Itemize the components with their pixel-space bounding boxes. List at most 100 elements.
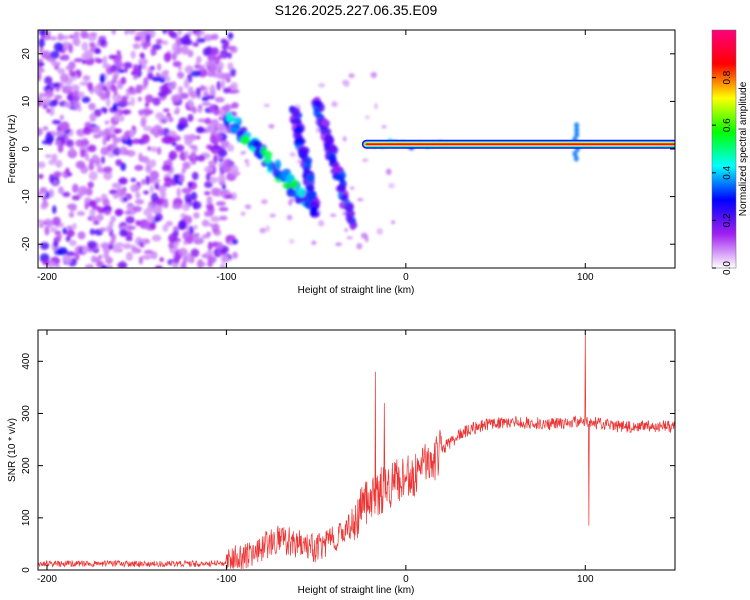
snr-x-axis-label: Height of straight line (km) [298, 585, 415, 596]
heatmap-cell [345, 214, 353, 222]
heatmap-cell [75, 160, 86, 169]
heatmap-cell [41, 140, 50, 145]
heatmap-cell [50, 61, 61, 67]
heatmap-cell [98, 130, 108, 137]
heatmap-cell [195, 126, 205, 134]
heatmap-cell [574, 122, 580, 129]
heatmap-cell [150, 192, 159, 203]
heatmap-cell [114, 116, 120, 121]
heatmap-cell [42, 195, 47, 201]
heatmap-cell [112, 248, 121, 253]
heatmap-cell [54, 94, 63, 100]
heatmap-cell [105, 97, 111, 108]
heatmap-cell [222, 87, 232, 94]
heatmap-cell [152, 43, 162, 50]
heatmap-cell [111, 30, 116, 35]
heatmap-cell [206, 71, 217, 77]
heatmap-cell [89, 228, 96, 236]
heatmap-cell [141, 133, 150, 144]
heatmap-cell [88, 158, 95, 165]
heatmap-cell [96, 111, 101, 117]
heatmap-cell [57, 33, 64, 40]
heatmap-cell [289, 152, 296, 157]
heatmap-cell [62, 191, 71, 198]
heatmap-cell [57, 143, 64, 153]
snr-line [38, 332, 675, 570]
heatmap-cell [181, 167, 187, 174]
heatmap-cell [216, 241, 224, 251]
heatmap-cell [227, 32, 234, 40]
heatmap-cell [39, 30, 47, 37]
heatmap-cell [45, 191, 50, 199]
heatmap-cell [204, 117, 212, 125]
heatmap-cell [261, 199, 268, 205]
heatmap-cell [100, 156, 106, 165]
heatmap-cell [183, 33, 191, 43]
colorbar-tick-label: 0.4 [722, 165, 733, 179]
heatmap-cell [214, 133, 223, 143]
heatmap-cell [155, 112, 164, 120]
heatmap-cell [71, 84, 80, 92]
heatmap-cell [121, 95, 128, 105]
heatmap-cell [163, 176, 172, 182]
heatmap-cell [216, 80, 221, 91]
heatmap-cell [98, 35, 107, 40]
heatmap-cell [165, 76, 171, 82]
heatmap-cell [191, 171, 199, 181]
heatmap-cell [112, 147, 122, 156]
heatmap-cell [573, 155, 579, 162]
heatmap-cell [168, 233, 178, 244]
heatmap-cell [210, 47, 219, 56]
heatmap-cell [141, 178, 146, 186]
heatmap-cell [172, 225, 181, 232]
heatmap-cell [68, 68, 74, 77]
heatmap-cell [365, 115, 370, 120]
colorbar-label: Normalized spectral amplitude [738, 81, 749, 216]
heatmap-cell [65, 251, 76, 257]
heatmap-cell [219, 215, 228, 221]
heatmap-cell [66, 85, 73, 90]
heatmap-cell [328, 145, 339, 155]
heatmap-cell [38, 127, 43, 137]
heatmap-cell [175, 93, 181, 102]
heatmap-cell [187, 181, 193, 188]
heatmap-cell [150, 46, 155, 57]
heatmap-cell [52, 205, 57, 214]
heatmap-cell [53, 171, 63, 178]
heatmap-cell [307, 192, 316, 201]
heatmap-cell [318, 219, 325, 227]
heatmap-cell [244, 204, 252, 210]
heatmap-cell [178, 174, 185, 183]
heatmap-cell [225, 235, 231, 244]
heatmap-cell [220, 263, 226, 268]
heatmap-cell [342, 136, 347, 142]
heatmap-cell [135, 219, 142, 227]
heatmap-cell [137, 96, 142, 102]
heatmap-cell [78, 185, 88, 196]
heatmap-cell [121, 109, 132, 115]
heatmap-cell [229, 125, 239, 135]
heatmap-cell [217, 174, 226, 183]
heatmap-cell [64, 256, 72, 264]
heatmap-cell [209, 176, 218, 184]
y-tick-label: 100 [21, 509, 32, 526]
y-tick-label: 0 [21, 567, 32, 573]
heatmap-cell [572, 150, 578, 157]
heatmap-cell [138, 256, 143, 265]
heatmap-cell [167, 85, 176, 90]
heatmap-cell [43, 50, 49, 60]
snr-ticks: -200 -100 0 100 0 100 200 300 400 [21, 330, 675, 585]
heatmap-cell [199, 262, 207, 267]
heatmap-cell [75, 139, 85, 147]
heatmap-cell [84, 152, 90, 162]
heatmap-cell [209, 104, 216, 114]
heatmap-cell [58, 186, 64, 195]
heatmap-cell [90, 255, 98, 263]
heatmap-cell [241, 135, 250, 145]
heatmap-cell [177, 66, 183, 71]
heatmap-cell [110, 215, 116, 223]
heatmap-cell [159, 257, 164, 263]
heatmap-cell [177, 71, 183, 79]
